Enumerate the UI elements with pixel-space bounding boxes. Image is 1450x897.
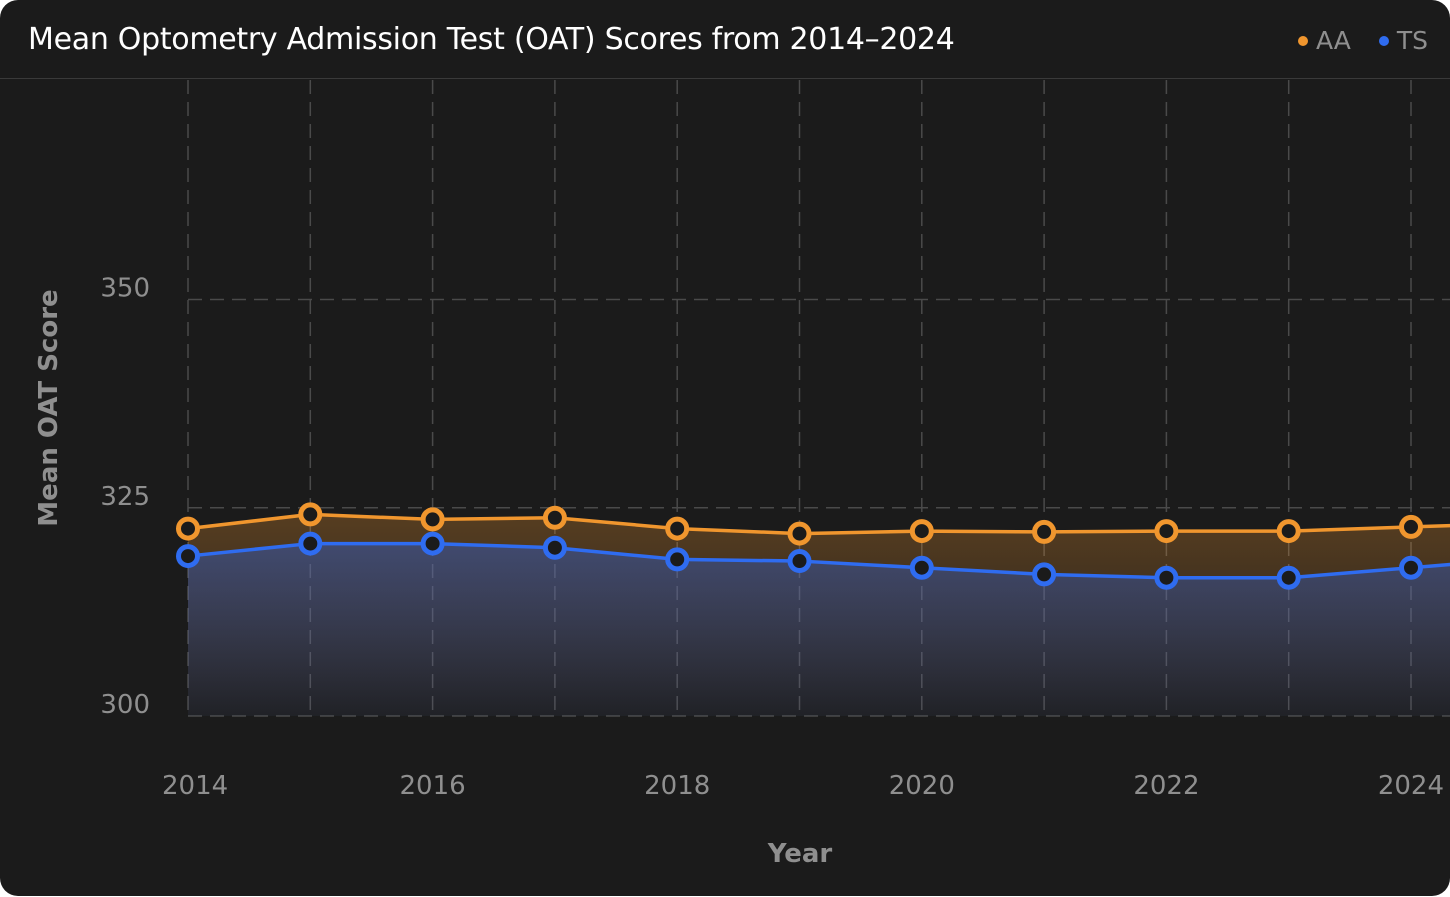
data-point-ts-2024 [1399, 555, 1423, 580]
x-tick-label: 2024 [1378, 771, 1444, 801]
data-point-aa-2014 [176, 516, 200, 541]
data-point-aa-2016 [420, 507, 445, 532]
legend-label-ts: TS [1396, 26, 1428, 55]
y-tick-label: 300 [100, 690, 150, 720]
y-axis-label: Mean OAT Score [34, 289, 64, 526]
data-point-aa-2017 [542, 505, 567, 530]
series-points [176, 502, 1423, 590]
data-point-ts-2014 [176, 544, 200, 569]
data-point-aa-2023 [1276, 519, 1301, 544]
data-point-aa-2019 [787, 521, 812, 546]
series-lines [187, 512, 1450, 580]
x-tick-label: 2020 [889, 771, 955, 801]
legend-item-ts[interactable]: TS [1378, 26, 1428, 55]
x-tick-label: 2022 [1133, 771, 1199, 801]
data-point-aa-2024 [1399, 514, 1423, 539]
data-point-aa-2015 [298, 502, 323, 527]
data-point-ts-2016 [420, 531, 445, 556]
data-point-aa-2021 [1032, 519, 1057, 544]
series-line-aa [187, 512, 1450, 536]
series-area-ts [188, 543, 1450, 716]
data-point-ts-2017 [542, 535, 567, 560]
series-areas [188, 514, 1450, 716]
legend-label-aa: AA [1315, 26, 1351, 55]
axes: 300 325 350 2014 2016 2018 2020 2022 2024 Year Mea… [34, 274, 1444, 870]
data-point-ts-2018 [665, 547, 690, 572]
data-point-ts-2023 [1276, 565, 1301, 590]
data-point-ts-2015 [298, 531, 323, 556]
data-point-ts-2019 [787, 549, 812, 574]
x-tick-label: 2016 [400, 771, 466, 801]
data-point-aa-2020 [909, 519, 934, 544]
y-tick-label: 325 [100, 482, 150, 512]
legend-item-aa[interactable]: AA [1297, 26, 1351, 55]
chart-header: Mean Optometry Admission Test (OAT) Scor… [0, 0, 1450, 79]
data-point-ts-2022 [1154, 565, 1179, 590]
chart-legend: AA TS [1297, 26, 1428, 55]
data-point-ts-2021 [1032, 562, 1057, 587]
series-line-ts [187, 541, 1450, 580]
x-tick-label: 2014 [162, 771, 228, 801]
data-point-aa-2018 [665, 516, 690, 541]
chart-title: Mean Optometry Admission Test (OAT) Scor… [28, 22, 955, 57]
legend-marker-ts [1378, 35, 1389, 46]
data-point-aa-2022 [1154, 519, 1179, 544]
data-point-ts-2020 [909, 555, 934, 580]
x-tick-label: 2018 [644, 771, 710, 801]
legend-marker-aa [1297, 35, 1308, 46]
x-axis-label: Year [767, 839, 833, 869]
y-tick-label: 350 [100, 274, 150, 304]
